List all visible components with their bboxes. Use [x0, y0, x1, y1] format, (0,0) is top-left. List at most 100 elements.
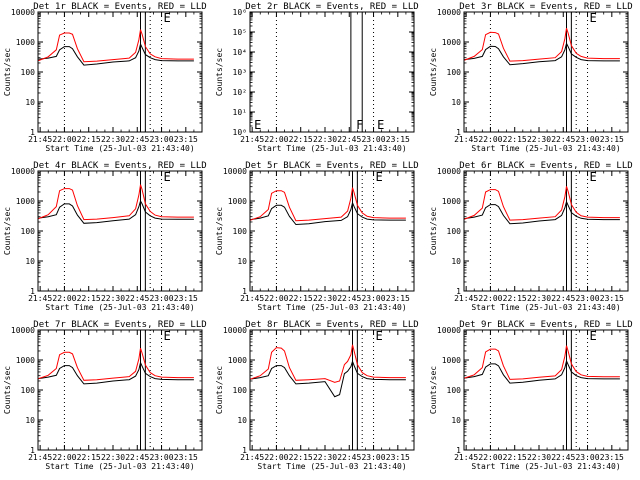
chart-panel-9: Det 9r BLACK = Events, RED = LLD 1 10 100 10…	[429, 320, 633, 471]
y-tick-label: 100	[233, 227, 248, 236]
y-axis-label: Counts/sec	[3, 48, 12, 96]
chart-title: Det 6r BLACK = Events, RED = LLD	[459, 161, 632, 171]
events-series-line	[38, 42, 194, 66]
x-tick-label: 21:45	[240, 453, 264, 462]
x-tick-label: 22:30	[101, 453, 125, 462]
x-tick-label: 22:30	[313, 135, 337, 144]
x-tick-label: 23:00	[361, 453, 385, 462]
x-tick-label: 23:15	[600, 294, 624, 303]
chart-title: Det 8r BLACK = Events, RED = LLD	[245, 320, 418, 330]
x-tick-label: 22:45	[551, 294, 575, 303]
y-tick-label: 1	[456, 287, 461, 296]
y-tick-label: 100	[233, 386, 248, 395]
y-tick-label: 1000	[442, 197, 461, 206]
events-series-line	[250, 359, 406, 398]
x-axis-label: Start Time (25-Jul-03 21:43:40)	[257, 462, 406, 471]
chart-panel-5: Det 5r BLACK = Events, RED = LLD 1 10 100 10…	[215, 161, 419, 312]
x-tick-label: 22:15	[77, 453, 101, 462]
events-series-line	[464, 359, 620, 384]
events-series-line	[464, 200, 620, 225]
y-tick-label: 10²	[233, 88, 247, 97]
chart-title: Det 3r BLACK = Events, RED = LLD	[459, 2, 632, 12]
chart-panel-8: Det 8r BLACK = Events, RED = LLD 1 10 100 10…	[215, 320, 419, 471]
x-tick-label: 23:00	[149, 453, 173, 462]
x-tick-label: 22:15	[77, 135, 101, 144]
y-tick-label: 10	[25, 257, 35, 266]
attenuator-marker: F	[356, 118, 363, 132]
y-axis-label: Counts/sec	[3, 366, 12, 414]
x-tick-label: 22:45	[551, 135, 575, 144]
y-tick-label: 10	[451, 257, 461, 266]
chart-panel-4: Det 4r BLACK = Events, RED = LLD 1 10 100 10…	[3, 161, 207, 312]
plot-frame	[37, 11, 203, 133]
plot-frame	[249, 170, 415, 292]
x-tick-label: 22:15	[503, 294, 527, 303]
plot-frame	[37, 329, 203, 451]
y-tick-label: 10000	[11, 8, 35, 17]
x-tick-label: 22:30	[101, 294, 125, 303]
plot-frame	[463, 11, 629, 133]
events-series-line	[38, 361, 194, 385]
x-tick-label: 22:45	[337, 135, 361, 144]
plot-frame	[249, 329, 415, 451]
x-tick-label: 22:00	[478, 135, 502, 144]
attenuator-marker: E	[376, 329, 383, 343]
y-axis-label: Counts/sec	[429, 48, 438, 96]
chart-title: Det 7r BLACK = Events, RED = LLD	[33, 320, 206, 330]
x-axis-label: Start Time (25-Jul-03 21:43:40)	[471, 462, 620, 471]
x-tick-label: 21:45	[240, 294, 264, 303]
x-tick-label: 22:45	[337, 294, 361, 303]
x-tick-label: 22:30	[527, 294, 551, 303]
x-axis-label: Start Time (25-Jul-03 21:43:40)	[257, 144, 406, 153]
x-tick-label: 21:45	[28, 135, 52, 144]
x-tick-label: 23:00	[575, 294, 599, 303]
y-tick-label: 100	[21, 227, 36, 236]
y-tick-label: 10⁵	[233, 28, 247, 37]
y-tick-label: 10000	[11, 167, 35, 176]
x-tick-label: 21:45	[28, 294, 52, 303]
y-axis-label: Counts/sec	[215, 366, 224, 414]
chart-title: Det 9r BLACK = Events, RED = LLD	[459, 320, 632, 330]
x-tick-label: 22:15	[289, 453, 313, 462]
y-tick-label: 1	[30, 128, 35, 137]
x-axis-label: Start Time (25-Jul-03 21:43:40)	[45, 144, 194, 153]
x-tick-label: 23:00	[149, 294, 173, 303]
plot-frame	[463, 170, 629, 292]
y-tick-label: 10000	[437, 8, 461, 17]
attenuator-marker: E	[590, 11, 597, 25]
attenuator-marker: E	[164, 329, 171, 343]
y-tick-label: 10000	[223, 167, 247, 176]
y-tick-label: 1000	[16, 197, 35, 206]
y-tick-label: 1000	[442, 38, 461, 47]
x-tick-label: 22:00	[264, 135, 288, 144]
y-tick-label: 10⁶	[233, 8, 247, 17]
x-tick-label: 23:00	[575, 453, 599, 462]
attenuator-marker: E	[590, 329, 597, 343]
y-tick-label: 100	[447, 227, 462, 236]
y-tick-label: 10³	[233, 68, 247, 77]
x-tick-label: 22:45	[125, 294, 149, 303]
lld-series-line	[464, 345, 620, 380]
x-tick-label: 22:45	[551, 453, 575, 462]
events-series-line	[38, 199, 194, 224]
y-axis-label: Counts/sec	[429, 366, 438, 414]
x-axis-label: Start Time (25-Jul-03 21:43:40)	[471, 303, 620, 312]
x-tick-label: 23:15	[386, 453, 410, 462]
x-tick-label: 22:15	[503, 135, 527, 144]
x-tick-label: 23:15	[174, 135, 198, 144]
x-tick-label: 23:15	[600, 453, 624, 462]
y-tick-label: 1000	[16, 38, 35, 47]
x-tick-label: 22:45	[337, 453, 361, 462]
y-tick-label: 1000	[228, 197, 247, 206]
x-tick-label: 22:30	[313, 453, 337, 462]
chart-title: Det 1r BLACK = Events, RED = LLD	[33, 2, 206, 12]
x-tick-label: 22:30	[527, 135, 551, 144]
chart-panel-7: Det 7r BLACK = Events, RED = LLD 1 10 100 10…	[3, 320, 207, 471]
y-tick-label: 10	[237, 257, 247, 266]
y-tick-label: 100	[21, 386, 36, 395]
chart-panel-3: Det 3r BLACK = Events, RED = LLD 1 10 100 10…	[429, 2, 633, 153]
y-tick-label: 100	[21, 68, 36, 77]
chart-panel-1: Det 1r BLACK = Events, RED = LLD 1 10 100 10…	[3, 2, 207, 153]
x-tick-label: 22:15	[289, 135, 313, 144]
